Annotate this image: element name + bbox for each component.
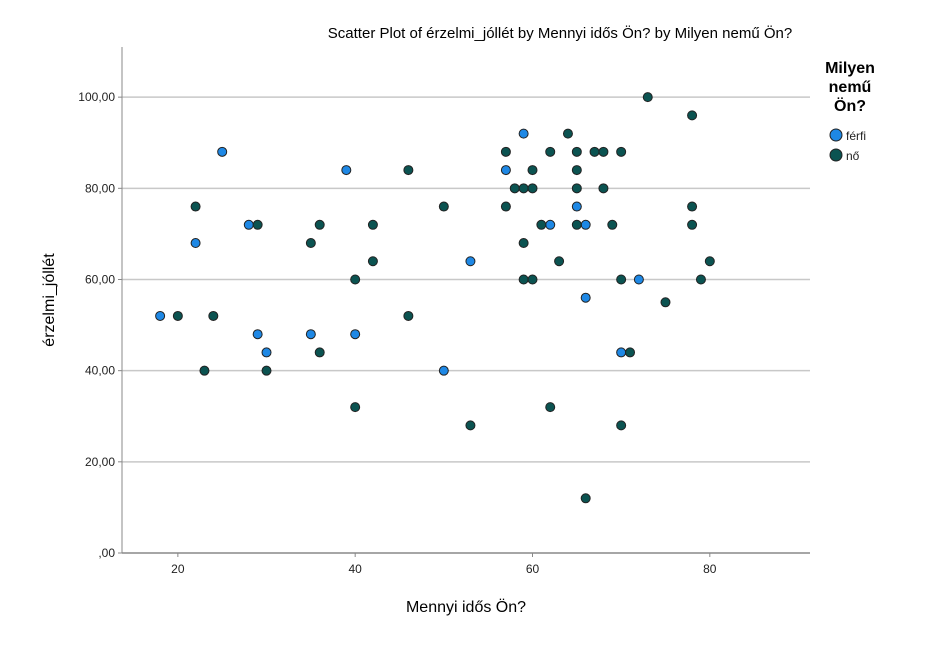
data-point-no bbox=[687, 201, 698, 212]
data-point-no bbox=[314, 219, 325, 230]
y-tick-label: 100,00 bbox=[78, 90, 115, 104]
legend-marker-ferfi bbox=[829, 128, 843, 142]
data-point-no bbox=[208, 310, 219, 321]
data-point-no bbox=[527, 165, 538, 176]
data-point-no bbox=[687, 219, 698, 230]
data-point-ferfi bbox=[438, 365, 449, 376]
data-point-no bbox=[527, 274, 538, 285]
y-tick-label: 40,00 bbox=[85, 364, 115, 378]
data-point-ferfi bbox=[571, 201, 582, 212]
data-point-no bbox=[660, 297, 671, 308]
data-point-no bbox=[589, 146, 600, 157]
data-point-no bbox=[465, 420, 476, 431]
data-point-no bbox=[625, 347, 636, 358]
data-point-ferfi bbox=[580, 219, 591, 230]
data-point-no bbox=[554, 256, 565, 267]
data-point-no bbox=[545, 402, 556, 413]
data-point-no bbox=[545, 146, 556, 157]
data-point-no bbox=[403, 310, 414, 321]
data-point-ferfi bbox=[580, 292, 591, 303]
data-point-no bbox=[305, 238, 316, 249]
data-point-no bbox=[350, 274, 361, 285]
y-tick-label: 80,00 bbox=[85, 181, 115, 195]
data-point-no bbox=[314, 347, 325, 358]
y-tick-label: 20,00 bbox=[85, 455, 115, 469]
data-point-no bbox=[261, 365, 272, 376]
data-point-ferfi bbox=[465, 256, 476, 267]
data-point-no bbox=[190, 201, 201, 212]
data-point-no bbox=[695, 274, 706, 285]
data-point-no bbox=[571, 183, 582, 194]
data-point-no bbox=[500, 201, 511, 212]
data-point-no bbox=[527, 183, 538, 194]
data-point-no bbox=[607, 219, 618, 230]
data-point-ferfi bbox=[518, 128, 529, 139]
data-point-no bbox=[598, 146, 609, 157]
data-point-no bbox=[642, 92, 653, 103]
data-point-no bbox=[518, 274, 529, 285]
data-point-no bbox=[580, 493, 591, 504]
x-tick-label: 60 bbox=[526, 562, 540, 576]
data-point-no bbox=[571, 219, 582, 230]
data-point-ferfi bbox=[350, 329, 361, 340]
data-point-ferfi bbox=[341, 165, 352, 176]
data-point-no bbox=[199, 365, 210, 376]
data-point-ferfi bbox=[190, 238, 201, 249]
data-point-ferfi bbox=[500, 165, 511, 176]
legend-title-line: Milyen bbox=[825, 60, 875, 77]
data-point-ferfi bbox=[545, 219, 556, 230]
data-point-no bbox=[403, 165, 414, 176]
data-point-no bbox=[616, 274, 627, 285]
data-point-no bbox=[367, 219, 378, 230]
legend: Milyen nemű Ön? férfi nő bbox=[825, 60, 875, 163]
data-point-no bbox=[518, 238, 529, 249]
data-point-ferfi bbox=[261, 347, 272, 358]
data-point-no bbox=[518, 183, 529, 194]
y-tick-label: 60,00 bbox=[85, 272, 115, 286]
data-point-no bbox=[509, 183, 520, 194]
legend-marker-no bbox=[829, 148, 843, 162]
data-point-no bbox=[536, 219, 547, 230]
x-axis-label: Mennyi idős Ön? bbox=[406, 598, 526, 616]
data-point-ferfi bbox=[217, 146, 228, 157]
data-point-no bbox=[438, 201, 449, 212]
legend-label-no: nő bbox=[846, 149, 860, 163]
x-tick-label: 20 bbox=[171, 562, 185, 576]
data-point-ferfi bbox=[633, 274, 644, 285]
data-point-no bbox=[367, 256, 378, 267]
data-point-ferfi bbox=[305, 329, 316, 340]
chart-title: Scatter Plot of érzelmi_jóllét by Mennyi… bbox=[328, 24, 792, 42]
data-point-ferfi bbox=[616, 347, 627, 358]
legend-title-line: nemű bbox=[829, 79, 872, 96]
data-point-no bbox=[571, 165, 582, 176]
y-axis-label: érzelmi_jóllét bbox=[41, 253, 58, 347]
data-point-no bbox=[252, 219, 263, 230]
data-point-no bbox=[562, 128, 573, 139]
data-point-no bbox=[500, 146, 511, 157]
data-point-no bbox=[616, 420, 627, 431]
data-point-no bbox=[571, 146, 582, 157]
data-point-no bbox=[687, 110, 698, 121]
legend-label-ferfi: férfi bbox=[846, 129, 866, 143]
legend-title-line: Ön? bbox=[834, 96, 866, 115]
data-point-no bbox=[172, 310, 183, 321]
data-point-no bbox=[350, 402, 361, 413]
data-point-ferfi bbox=[252, 329, 263, 340]
y-tick-label: ,00 bbox=[98, 546, 115, 560]
data-point-no bbox=[616, 146, 627, 157]
data-point-no bbox=[704, 256, 715, 267]
data-point-ferfi bbox=[243, 219, 254, 230]
x-tick-label: 40 bbox=[348, 562, 362, 576]
data-point-no bbox=[598, 183, 609, 194]
x-tick-label: 80 bbox=[703, 562, 717, 576]
data-point-ferfi bbox=[155, 310, 166, 321]
